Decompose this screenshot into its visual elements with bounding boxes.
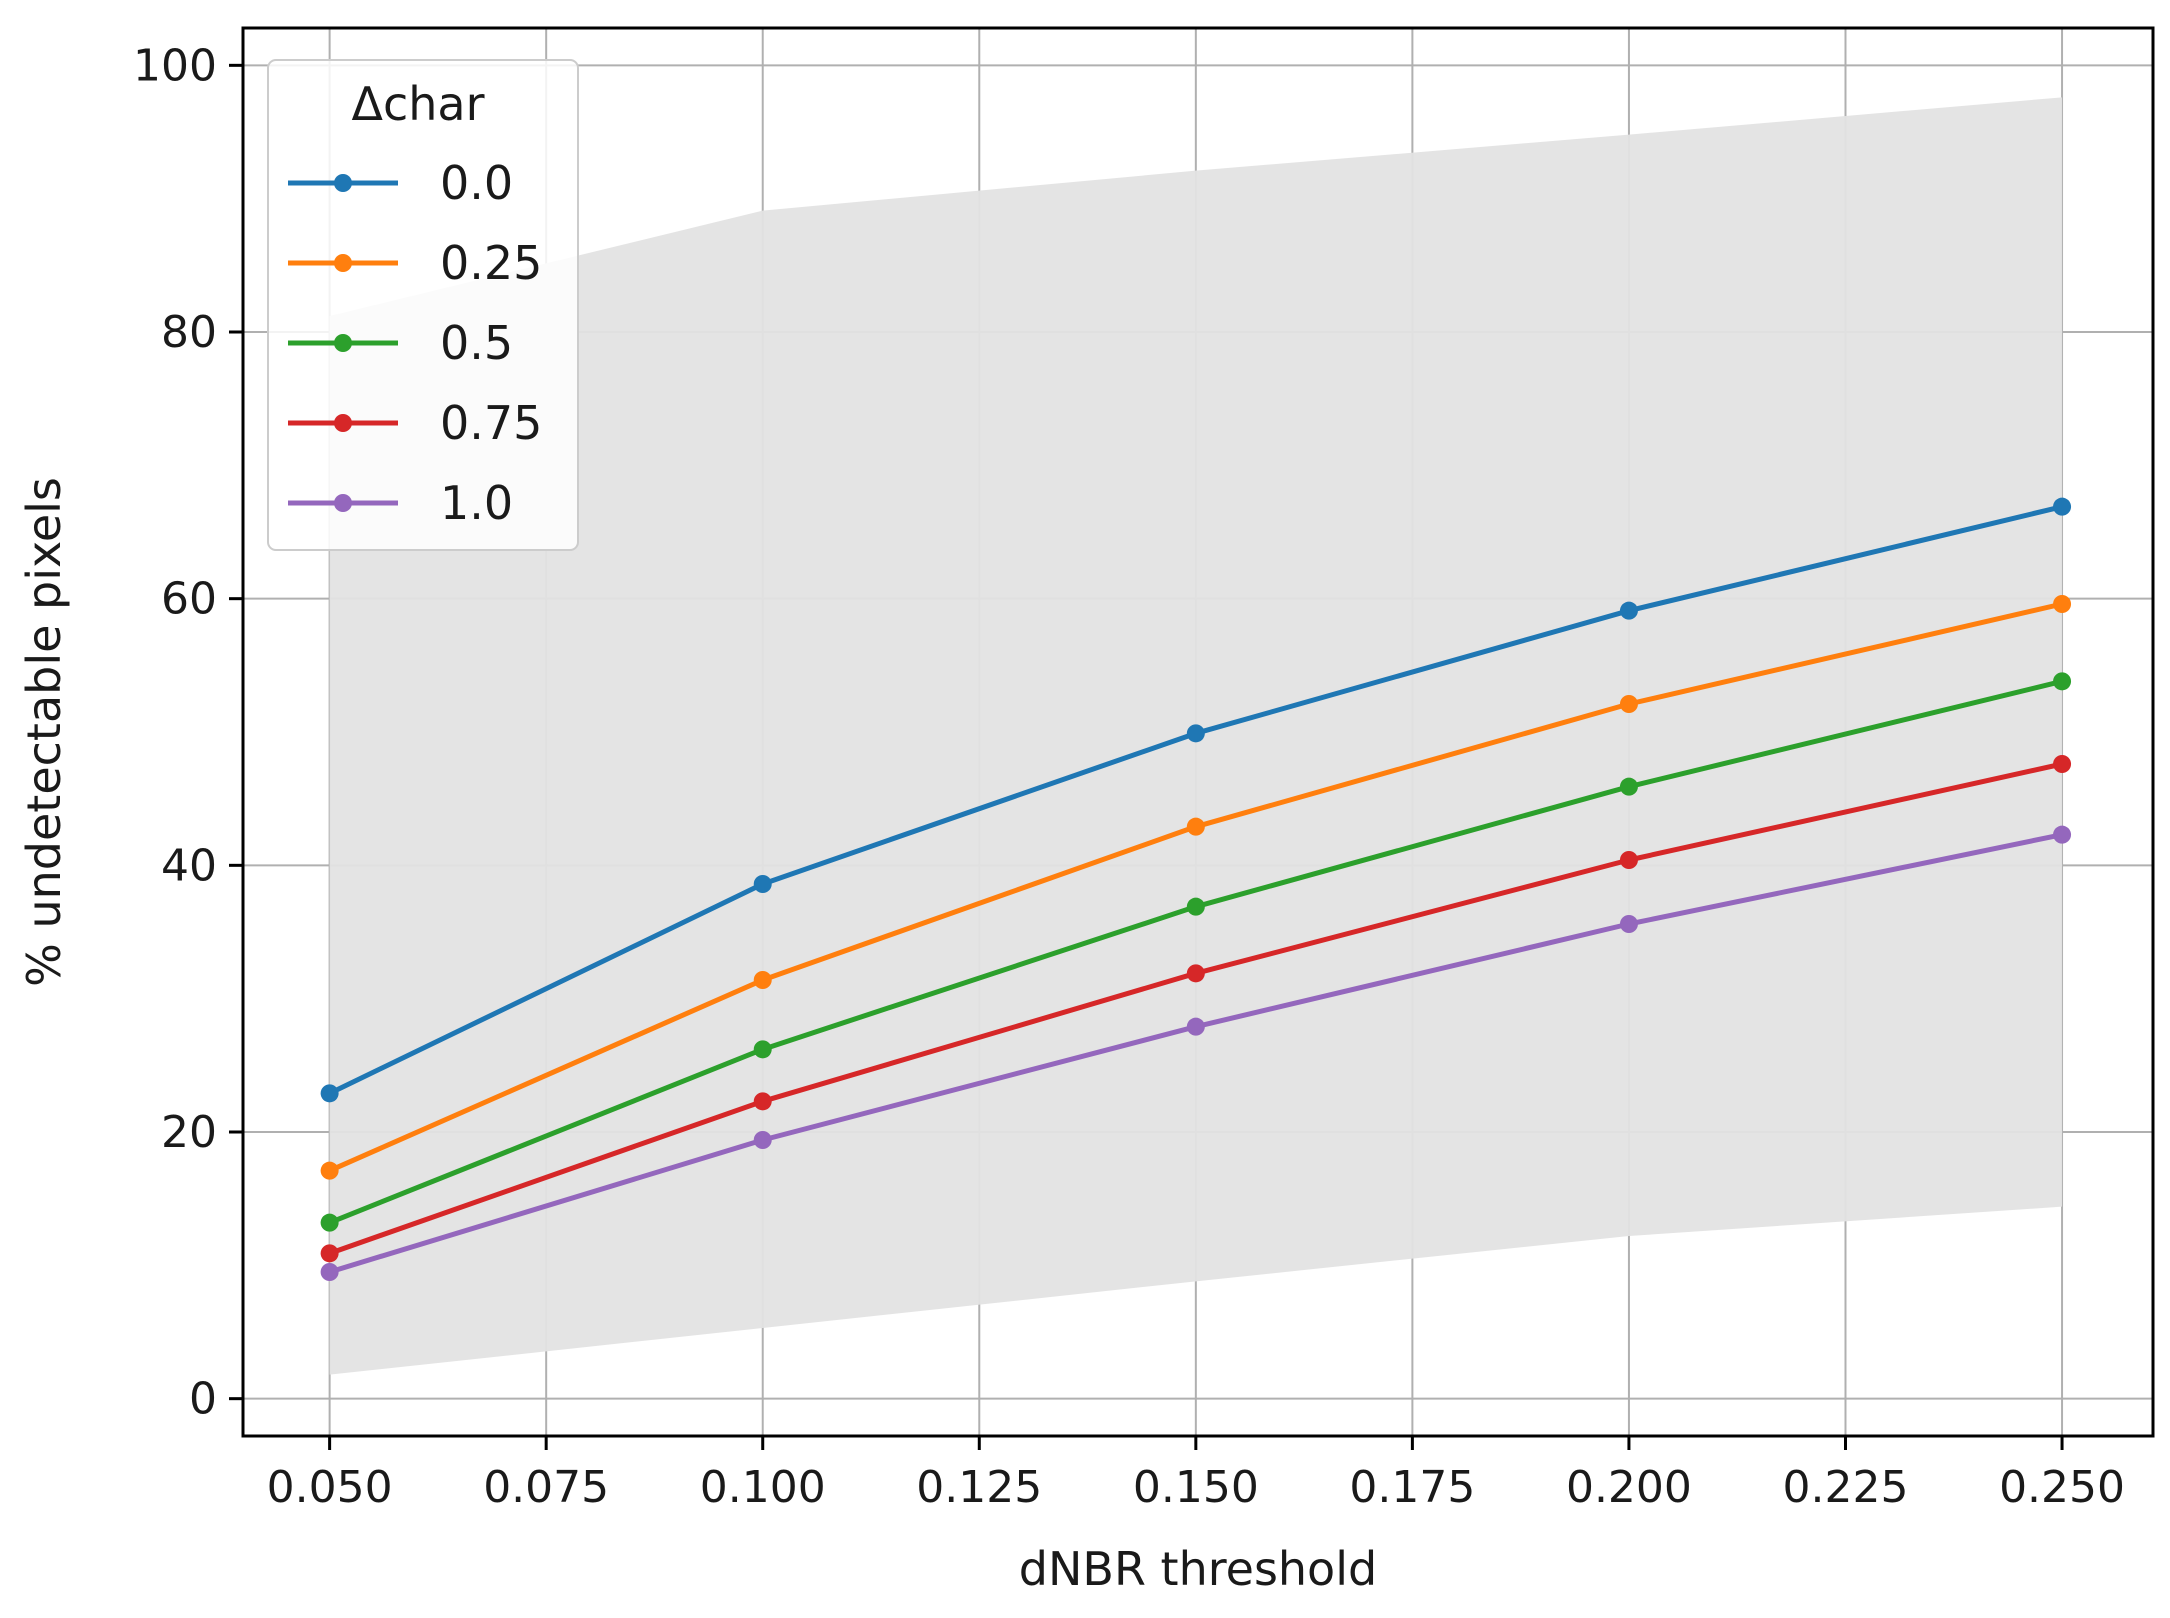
legend-box — [267, 59, 579, 551]
data-point — [753, 1040, 772, 1059]
y-axis: 0 20 40 60 80 100 — [133, 40, 243, 1425]
data-point — [320, 1161, 339, 1180]
x-tick-label: 0.075 — [483, 1462, 609, 1513]
series-layer — [320, 497, 2072, 1281]
legend-title: Δchar — [351, 77, 484, 131]
y-axis-label: % undetectable pixels — [17, 477, 71, 987]
legend-label: 1.0 — [440, 476, 513, 530]
y-tick-label: 60 — [161, 574, 217, 625]
x-tick-label: 0.250 — [1999, 1462, 2125, 1513]
data-point — [1619, 601, 1638, 620]
data-point — [1186, 897, 1205, 916]
data-point — [753, 971, 772, 989]
data-point — [2053, 755, 2072, 773]
legend-swatch-marker — [334, 334, 352, 352]
y-tick-label: 20 — [161, 1107, 217, 1158]
x-tick-label: 0.200 — [1566, 1462, 1692, 1513]
data-point — [753, 1092, 772, 1111]
data-point — [320, 1263, 339, 1281]
series-1 — [320, 595, 2072, 1180]
y-tick-label: 100 — [133, 40, 217, 91]
legend-item: 0.75 — [288, 396, 542, 450]
x-tick-label: 0.100 — [700, 1462, 826, 1513]
series-0 — [320, 497, 2072, 1103]
legend-label: 0.5 — [440, 316, 513, 370]
series-2 — [320, 672, 2072, 1232]
data-point — [1619, 915, 1638, 933]
x-tick-label: 0.125 — [916, 1462, 1042, 1513]
y-tick-label: 40 — [161, 840, 217, 891]
data-point — [320, 1244, 339, 1263]
data-point — [2053, 497, 2072, 516]
legend-swatch-marker — [334, 174, 352, 192]
data-point — [320, 1213, 339, 1232]
legend-swatch-marker — [334, 494, 352, 512]
legend-item: 0.25 — [288, 236, 542, 290]
data-point — [320, 1084, 339, 1103]
plot-frame — [241, 26, 2155, 1438]
series-3 — [320, 755, 2072, 1263]
x-tick-label: 0.150 — [1133, 1462, 1259, 1513]
data-point — [753, 1131, 772, 1149]
legend-item: 0.5 — [288, 316, 513, 370]
data-point — [2053, 825, 2072, 844]
y-tick-label: 0 — [189, 1374, 217, 1425]
data-point — [1619, 777, 1638, 796]
data-point — [753, 875, 772, 893]
x-tick-label: 0.175 — [1349, 1462, 1475, 1513]
x-tick-label: 0.225 — [1783, 1462, 1909, 1513]
legend-item: 0.0 — [288, 156, 513, 210]
data-point — [1619, 695, 1638, 713]
legend-label: 0.75 — [440, 396, 542, 450]
x-axis-label: dNBR threshold — [1019, 1542, 1377, 1596]
legend-item: 1.0 — [288, 476, 513, 530]
legend-swatch-marker — [334, 414, 352, 432]
data-point — [1619, 851, 1638, 869]
data-point — [1186, 817, 1205, 836]
data-point — [1186, 964, 1205, 983]
legend: Δchar 0.0 0.25 0.5 0.75 1.0 — [267, 59, 579, 551]
x-tick-label: 0.050 — [267, 1462, 393, 1513]
legend-swatch-marker — [334, 254, 352, 272]
data-point — [1186, 724, 1205, 743]
series-4 — [320, 825, 2072, 1281]
legend-label: 0.25 — [440, 236, 542, 290]
data-point — [1186, 1017, 1205, 1036]
legend-items: 0.0 0.25 0.5 0.75 1.0 — [288, 156, 542, 530]
legend-label: 0.0 — [440, 156, 513, 210]
x-axis: 0.050 0.075 0.100 0.125 0.150 0.175 0.200 0.225… — [267, 1436, 2125, 1513]
data-point — [2053, 672, 2072, 691]
y-tick-label: 80 — [161, 307, 217, 358]
data-point — [2053, 595, 2072, 613]
